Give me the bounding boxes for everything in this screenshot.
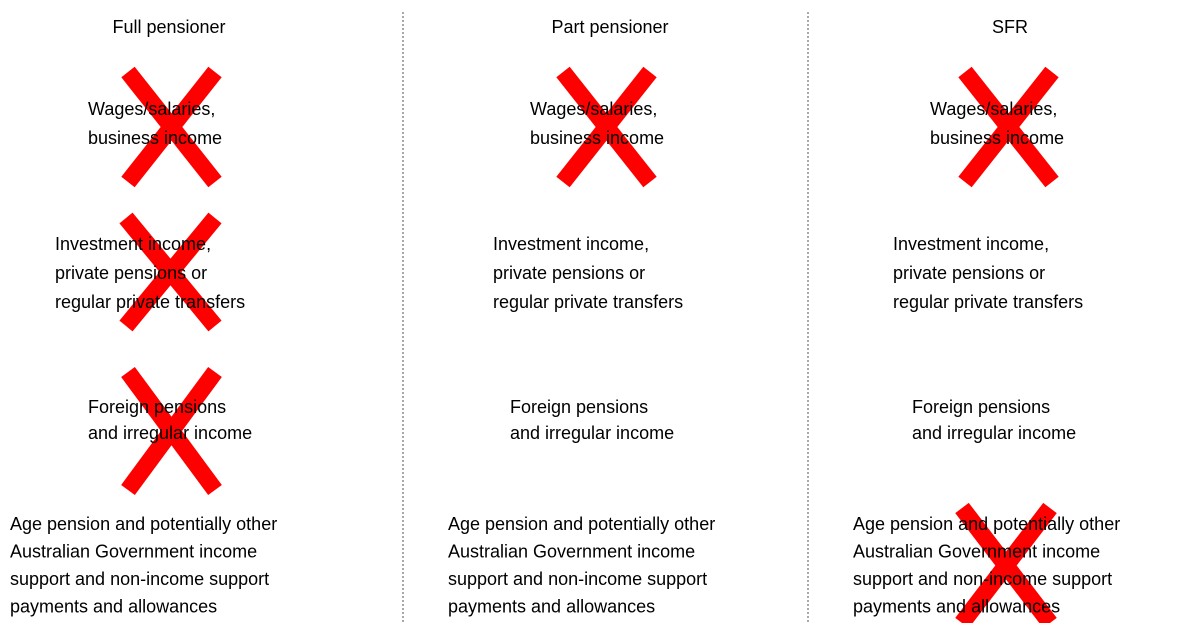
- item-text: Wages/salaries,: [88, 99, 215, 119]
- item-text: Investment income,: [893, 234, 1049, 254]
- item-text: Investment income,: [55, 234, 211, 254]
- item-text: private pensions or: [55, 263, 207, 283]
- cross-mark: [958, 66, 1059, 188]
- cross-mark: [121, 66, 222, 188]
- column-header: SFR: [992, 17, 1028, 37]
- item-text: Foreign pensions: [912, 397, 1050, 417]
- item-text: regular private transfers: [893, 292, 1083, 312]
- item-text: Foreign pensions: [510, 397, 648, 417]
- item-text: and irregular income: [912, 423, 1076, 443]
- item-text: Australian Government income: [853, 541, 1100, 561]
- item-text: Wages/salaries,: [930, 99, 1057, 119]
- item-text: business income: [88, 128, 222, 148]
- cross-mark: [121, 366, 222, 496]
- item-text: support and non-income support: [448, 569, 707, 589]
- item-text: Investment income,: [493, 234, 649, 254]
- item-text: Australian Government income: [448, 541, 695, 561]
- item-text: payments and allowances: [448, 596, 655, 616]
- item-text: business income: [930, 128, 1064, 148]
- item-text: and irregular income: [510, 423, 674, 443]
- item-text: business income: [530, 128, 664, 148]
- item-text: private pensions or: [493, 263, 645, 283]
- column-header: Part pensioner: [551, 17, 668, 37]
- item-text: payments and allowances: [10, 596, 217, 616]
- item-text: regular private transfers: [493, 292, 683, 312]
- item-text: Australian Government income: [10, 541, 257, 561]
- column-header: Full pensioner: [112, 17, 225, 37]
- item-text: support and non-income support: [10, 569, 269, 589]
- item-text: Foreign pensions: [88, 397, 226, 417]
- item-text: payments and allowances: [853, 596, 1060, 616]
- item-text: and irregular income: [88, 423, 252, 443]
- item-text: support and non-income support: [853, 569, 1112, 589]
- cross-mark: [119, 212, 222, 332]
- item-text: regular private transfers: [55, 292, 245, 312]
- item-text: private pensions or: [893, 263, 1045, 283]
- cross-mark: [955, 502, 1057, 623]
- cross-mark: [556, 66, 657, 188]
- item-text: Age pension and potentially other: [448, 514, 715, 534]
- item-text: Age pension and potentially other: [853, 514, 1120, 534]
- item-text: Age pension and potentially other: [10, 514, 277, 534]
- item-text: Wages/salaries,: [530, 99, 657, 119]
